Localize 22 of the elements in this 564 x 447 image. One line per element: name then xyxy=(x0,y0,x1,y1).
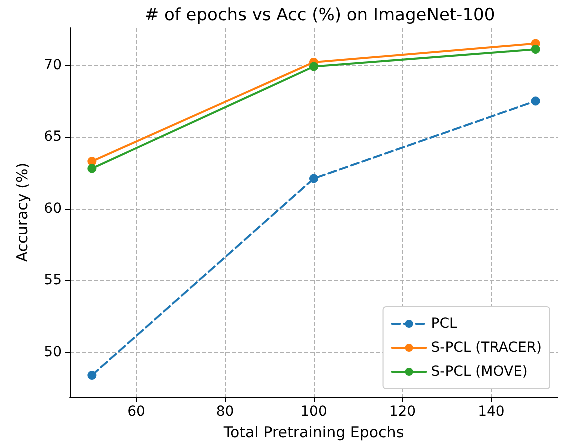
y-axis-title: Accuracy (%) xyxy=(14,162,32,262)
x-tick-label: 100 xyxy=(300,404,328,420)
point xyxy=(88,164,97,174)
x-tick-label: 120 xyxy=(389,404,416,420)
y-tick-label: 50 xyxy=(44,344,62,360)
x-axis-title: Total Pretraining Epochs xyxy=(222,424,404,442)
y-tick-label: 60 xyxy=(44,200,62,217)
y-tick-label: 55 xyxy=(44,272,62,289)
point xyxy=(531,45,540,54)
x-tick-label: 60 xyxy=(128,404,146,420)
legend-label: S-PCL (MOVE) xyxy=(431,364,528,380)
y-tick-label: 70 xyxy=(44,57,62,74)
chart-title: # of epochs vs Acc (%) on ImageNet-100 xyxy=(144,6,496,26)
point xyxy=(310,174,318,184)
x-tick-label: 140 xyxy=(478,404,505,420)
y-tick-label: 65 xyxy=(44,129,62,146)
point xyxy=(88,370,97,380)
legend-label: S-PCL (TRACER) xyxy=(431,340,542,356)
x-tick-label: 80 xyxy=(216,404,234,420)
point xyxy=(310,62,318,72)
legend-label: PCL xyxy=(431,316,458,332)
point xyxy=(531,96,540,106)
